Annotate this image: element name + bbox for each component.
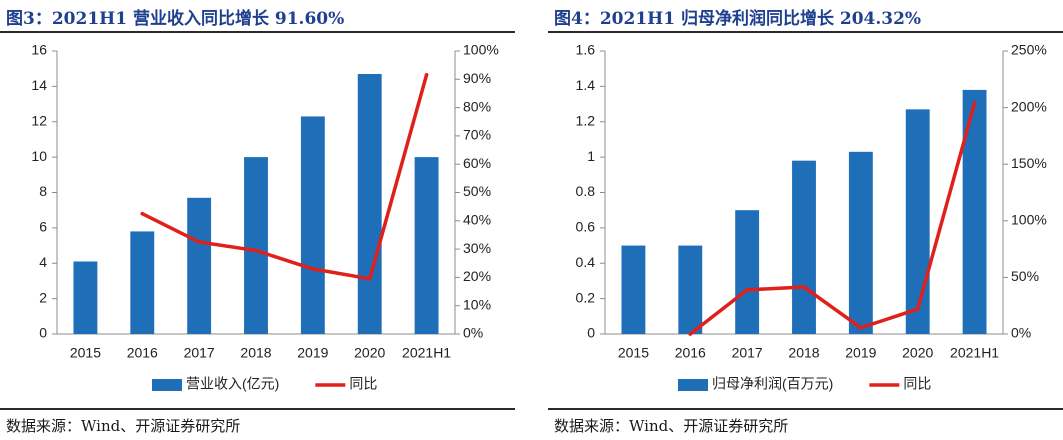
legend-line-label: 同比 (903, 376, 931, 392)
bar (130, 231, 155, 334)
line-point (197, 240, 201, 244)
line-point (745, 288, 749, 292)
line-point (802, 285, 806, 289)
x-tick-label: 2019 (845, 345, 876, 361)
x-tick-label: 2021H1 (950, 345, 999, 361)
x-tick-label: 2016 (675, 345, 706, 361)
source-note: 数据来源：Wind、开源证券研究所 (554, 417, 789, 435)
line-point (688, 332, 693, 336)
y-left-tick-label: 1.6 (576, 42, 596, 58)
legend-bar-swatch (678, 379, 708, 391)
y-right-tick-label: 200% (1011, 98, 1047, 114)
x-tick-label: 2018 (788, 345, 819, 361)
y-left-tick-label: 0.6 (576, 219, 596, 235)
y-left-tick-label: 12 (31, 112, 47, 128)
x-tick-label: 2017 (732, 345, 763, 361)
y-right-tick-label: 90% (463, 70, 491, 86)
y-left-tick-label: 4 (39, 254, 47, 270)
figure-4-panel: 图4：2021H1 归母净利润同比增长 204.32% 0 0.2 0.4 0.6 0.… (548, 0, 1063, 440)
y-left-tick-label: 1.2 (576, 112, 596, 128)
y-right-tick-label: 50% (1011, 268, 1039, 284)
y-right-tick-label: 80% (463, 98, 491, 114)
bar (678, 245, 703, 334)
x-tick-label: 2021H1 (402, 345, 451, 361)
y-right-tick-label: 30% (463, 240, 491, 256)
source-divider (0, 408, 515, 410)
y-left-tick-label: 0.2 (576, 289, 596, 305)
y-left-tick-label: 1.4 (576, 77, 596, 93)
bar (244, 157, 268, 334)
bar (735, 210, 760, 334)
yoy-growth-line (688, 101, 977, 336)
line-point (311, 267, 315, 271)
bar (905, 109, 930, 335)
y-left-tick-label: 2 (39, 289, 47, 305)
revenue-growth-chart: 0 2 4 6 8 10 12 14 16 0% 10% 20% 30% 40% 50% 60% 70% 80% 9… (31, 42, 499, 392)
legend-bar-swatch (152, 379, 182, 391)
title-divider (548, 31, 1063, 33)
bar (357, 73, 382, 335)
line-point (367, 277, 372, 281)
line-point (972, 101, 977, 105)
bar (621, 245, 646, 334)
y-left-tick-label: 0 (39, 325, 47, 341)
bar (300, 116, 325, 334)
net-profit-growth-chart: 0 0.2 0.4 0.6 0.8 1 1.2 1.4 1.6 0% 50% 100% 150% 200%… (576, 42, 1047, 392)
y-left-tick-label: 0.4 (576, 254, 596, 270)
legend-line-label: 同比 (349, 376, 377, 392)
bar (414, 157, 439, 334)
y-left-tick-label: 16 (31, 42, 47, 58)
y-right-tick-label: 0% (1011, 325, 1031, 341)
figure-title: 图3：2021H1 营业收入同比增长 91.60% (6, 9, 345, 29)
y-left-tick-label: 14 (31, 77, 47, 93)
source-note: 数据来源：Wind、开源证券研究所 (6, 417, 241, 435)
y-left-tick-label: 0.8 (576, 183, 596, 199)
source-divider (548, 408, 1063, 410)
y-right-tick-label: 20% (463, 268, 491, 284)
y-right-tick-label: 100% (1011, 212, 1047, 228)
x-tick-label: 2017 (184, 345, 215, 361)
y-left-tick-label: 8 (39, 183, 47, 199)
y-right-tick-label: 250% (1011, 42, 1047, 58)
bar (848, 151, 873, 334)
bar (73, 261, 98, 334)
x-tick-label: 2015 (70, 345, 101, 361)
y-right-tick-label: 50% (463, 183, 491, 199)
line-point (140, 211, 145, 216)
bar (187, 197, 212, 334)
y-left-tick-label: 6 (39, 219, 47, 235)
legend-bar-label: 归母净利润(百万元) (712, 376, 833, 392)
x-tick-label: 2020 (354, 345, 385, 361)
figure-title: 图4：2021H1 归母净利润同比增长 204.32% (554, 9, 922, 29)
legend-bar-label: 营业收入(亿元) (186, 376, 279, 392)
y-right-tick-label: 10% (463, 296, 491, 312)
bar (792, 160, 816, 334)
figure-3-panel: 图3：2021H1 营业收入同比增长 91.60% 0 2 4 6 8 10 12 14 16 0… (0, 0, 515, 440)
x-tick-label: 2019 (297, 345, 328, 361)
line-point (254, 248, 258, 253)
y-right-tick-label: 70% (463, 127, 491, 143)
y-left-tick-label: 0 (587, 325, 595, 341)
y-right-tick-label: 60% (463, 155, 491, 171)
y-right-tick-label: 100% (463, 42, 499, 58)
line-point (424, 72, 429, 77)
yoy-growth-line (140, 73, 429, 281)
bar (962, 89, 987, 334)
y-left-tick-label: 1 (587, 148, 595, 164)
x-tick-label: 2016 (127, 345, 158, 361)
x-tick-label: 2020 (902, 345, 933, 361)
line-point (915, 307, 920, 311)
title-divider (0, 31, 515, 33)
y-right-tick-label: 150% (1011, 155, 1047, 171)
line-point (859, 325, 863, 330)
x-tick-label: 2015 (618, 345, 649, 361)
y-right-tick-label: 0% (463, 325, 483, 341)
y-right-tick-label: 40% (463, 212, 491, 228)
x-tick-label: 2018 (240, 345, 271, 361)
y-left-tick-label: 10 (31, 148, 47, 164)
